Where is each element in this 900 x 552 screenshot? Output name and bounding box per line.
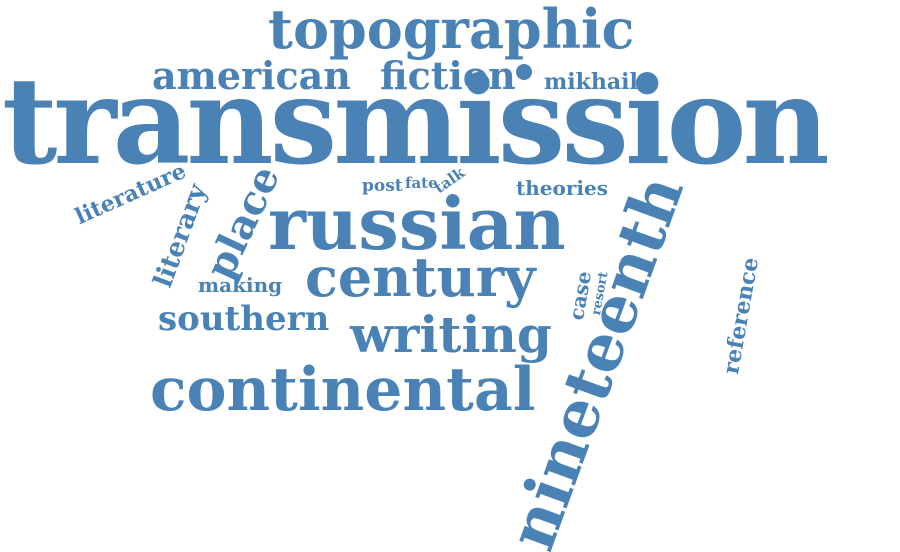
word-fiction: fiction xyxy=(380,53,516,98)
dot-mark xyxy=(516,64,532,80)
word-post: post xyxy=(362,176,403,196)
word-topographic: topographic xyxy=(268,0,635,61)
word-making: making xyxy=(198,273,283,297)
word-reference: reference xyxy=(718,255,765,377)
word-writing: writing xyxy=(350,305,552,364)
word-transmission: transmission xyxy=(2,51,830,192)
word-american: american xyxy=(152,53,351,98)
word-mikhail: mikhail xyxy=(544,69,638,95)
word-theories: theories xyxy=(516,176,608,200)
word-southern: southern xyxy=(158,299,330,339)
word-fate: fate xyxy=(405,174,438,192)
word-continental: continental xyxy=(150,355,536,425)
word-century: century xyxy=(305,245,536,309)
word-russian: russian xyxy=(268,181,566,266)
